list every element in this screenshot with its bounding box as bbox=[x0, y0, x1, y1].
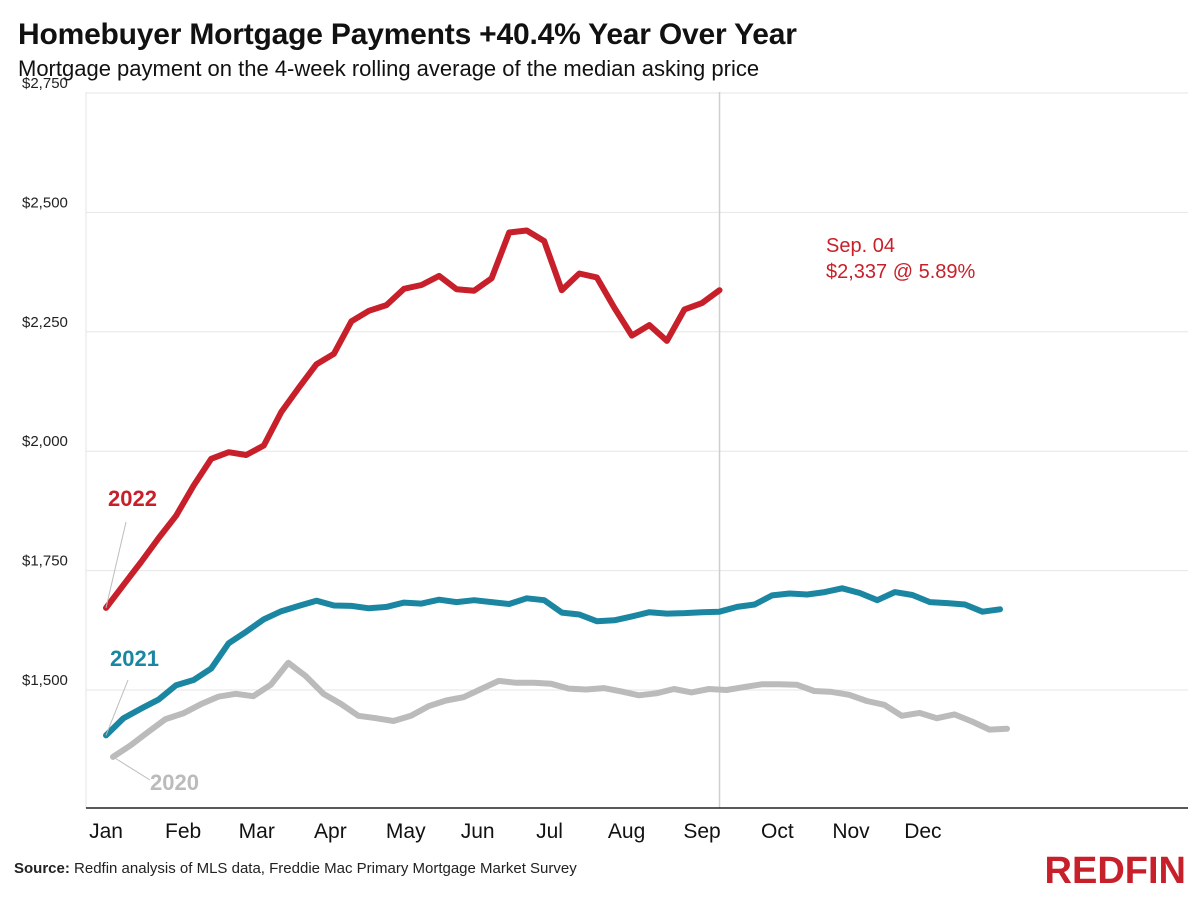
series-line-2021 bbox=[103, 585, 1003, 739]
x-tick-label: Aug bbox=[608, 820, 645, 843]
leader-line-2020 bbox=[112, 756, 151, 781]
chart-title: Homebuyer Mortgage Payments +40.4% Year … bbox=[18, 18, 797, 51]
source-note: Source: Redfin analysis of MLS data, Fre… bbox=[14, 860, 577, 877]
y-tick-label: $1,500 bbox=[22, 672, 68, 689]
x-tick-label: Sep bbox=[683, 820, 720, 843]
series-label-2022: 2022 bbox=[108, 486, 157, 511]
redfin-logo: REDFIN bbox=[1044, 850, 1186, 892]
x-tick-label: Jul bbox=[536, 820, 563, 843]
y-tick-label: $2,750 bbox=[22, 75, 68, 92]
series-labels: 2022 2021 2020 Sep. 04 $2,337 @ 5.89% bbox=[105, 235, 976, 795]
x-tick-label: Jun bbox=[461, 820, 495, 843]
x-tick-label: May bbox=[386, 820, 426, 843]
y-tick-label: $2,250 bbox=[22, 314, 68, 331]
leader-line-2021 bbox=[105, 679, 129, 736]
x-tick-label: Oct bbox=[761, 820, 794, 843]
y-tick-label: $1,750 bbox=[22, 553, 68, 570]
chart-subtitle: Mortgage payment on the 4-week rolling a… bbox=[18, 56, 760, 81]
source-text: Redfin analysis of MLS data, Freddie Mac… bbox=[74, 860, 577, 877]
x-tick-label: Dec bbox=[904, 820, 941, 843]
source-label: Source: bbox=[14, 860, 70, 877]
x-axis-ticks: Jan Feb Mar Apr May Jun Jul Aug Sep Oct Nov Dec bbox=[89, 820, 941, 843]
series-label-2021: 2021 bbox=[110, 646, 159, 671]
x-tick-label: Feb bbox=[165, 820, 201, 843]
series-lines bbox=[103, 227, 1010, 760]
x-tick-label: Apr bbox=[314, 820, 347, 843]
leader-line-2022 bbox=[105, 521, 127, 608]
gridlines bbox=[85, 92, 1188, 808]
annotation-value: $2,337 @ 5.89% bbox=[826, 261, 976, 283]
series-label-2020: 2020 bbox=[150, 770, 199, 795]
annotation-date: Sep. 04 bbox=[826, 235, 895, 257]
y-tick-label: $2,500 bbox=[22, 194, 68, 211]
x-tick-label: Nov bbox=[832, 820, 870, 843]
x-tick-label: Jan bbox=[89, 820, 123, 843]
series-line-2020 bbox=[110, 659, 1010, 760]
series-line-2022 bbox=[103, 227, 723, 611]
y-tick-label: $2,000 bbox=[22, 433, 68, 450]
x-tick-label: Mar bbox=[239, 820, 275, 843]
y-axis-ticks: $1,500 $1,750 $2,000 $2,250 $2,500 $2,750 bbox=[22, 75, 68, 689]
